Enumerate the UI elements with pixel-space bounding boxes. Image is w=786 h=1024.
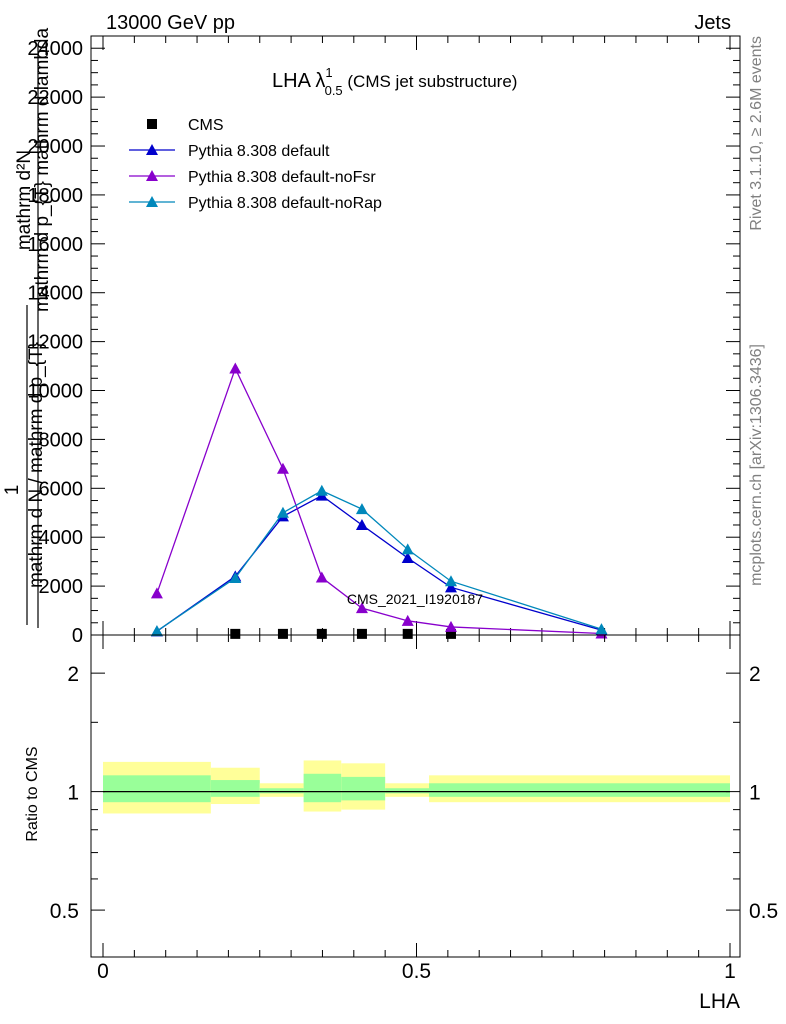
data-point <box>401 614 414 626</box>
legend-norap-marker <box>146 196 158 207</box>
main-ytick-label: 2000 <box>39 576 84 598</box>
data-point <box>595 623 608 635</box>
main-ytick-label: 4000 <box>39 527 84 549</box>
uncertainty-band-inner <box>103 775 211 803</box>
ratio-ytick-label-right: 0.5 <box>749 900 778 923</box>
series-line <box>156 490 602 632</box>
data-point <box>444 620 457 632</box>
data-point <box>150 587 163 599</box>
mcplots-label: mcplots.cern.ch [arXiv:1306.3436] <box>748 344 765 586</box>
data-point <box>150 625 163 637</box>
legend-nofsr-marker <box>146 170 158 181</box>
legend-cms-marker <box>147 119 157 129</box>
uncertainty-band-inner <box>303 773 342 803</box>
data-point <box>402 628 413 639</box>
legend-nofsr-label: Pythia 8.308 default-noFsr <box>188 169 376 186</box>
data-point <box>316 628 327 639</box>
legend-default-marker <box>146 144 158 155</box>
data-point <box>230 628 241 639</box>
ratio-ytick-label: 2 <box>67 663 79 686</box>
data-point <box>445 628 456 639</box>
x-axis-label: LHA <box>699 990 740 1013</box>
uncertainty-band-inner <box>429 783 730 797</box>
main-ytick-label: 16000 <box>27 234 83 256</box>
main-ytick-label: 12000 <box>27 332 83 354</box>
xtick-label: 0 <box>97 960 109 983</box>
data-point <box>356 628 367 639</box>
series-3 <box>150 484 608 637</box>
legend-norap-label: Pythia 8.308 default-noRap <box>188 195 382 212</box>
legend-cms-label: CMS <box>188 117 224 134</box>
plot-title-sup: 1 <box>325 65 332 80</box>
ylabel-fraction-numerator: mathrm d²N <box>14 150 35 250</box>
series-1 <box>150 489 608 637</box>
data-point <box>401 551 414 563</box>
xtick-label: 0.5 <box>402 960 431 983</box>
ratio-ytick-label-right: 2 <box>749 663 761 686</box>
data-point <box>401 543 414 555</box>
main-ytick-label: 0 <box>72 625 83 647</box>
plot-title-main: LHA λ <box>272 70 325 92</box>
legend-default-label: Pythia 8.308 default <box>188 143 330 160</box>
ratio-plot-frame <box>90 634 741 958</box>
rivet-label: Rivet 3.1.10, ≥ 2.6M events <box>748 36 765 231</box>
data-point <box>355 503 368 515</box>
data-point <box>315 571 328 583</box>
ratio-y-axis-label: Ratio to CMS <box>24 746 41 841</box>
uncertainty-band-inner <box>341 776 386 801</box>
xtick-label: 1 <box>724 960 736 983</box>
watermark: CMS_2021_I1920187 <box>347 591 483 607</box>
legend: CMS Pythia 8.308 default Pythia 8.308 de… <box>129 117 382 212</box>
main-ytick-label: 8000 <box>39 429 84 451</box>
main-ytick-label: 6000 <box>39 478 84 500</box>
data-point <box>276 506 289 518</box>
plot-title-suffix: (CMS jet substructure) <box>343 72 518 91</box>
data-point <box>444 575 457 587</box>
ylabel-one: 1 <box>2 485 23 496</box>
main-ytick-label: 14000 <box>27 283 83 305</box>
ratio-plot-panel: 0.5 0.5 1 1 2 2 0 0.5 1 Ratio to CMS <box>24 634 778 983</box>
main-ytick-label: 22000 <box>27 87 83 109</box>
data-point <box>355 518 368 530</box>
data-point <box>229 362 242 374</box>
uncertainty-band-inner <box>210 780 260 797</box>
data-point <box>315 484 328 496</box>
series-0 <box>230 628 456 639</box>
ratio-ytick-label: 0.5 <box>50 900 79 923</box>
data-point <box>276 462 289 474</box>
ratio-ytick-label-right: 1 <box>749 782 761 805</box>
ylabel-inner-numerator: mathrm d p_{T} mathrm d lambda <box>32 28 53 312</box>
ylabel-fraction-denominator: mathrm d N / mathrm d p_{T} <box>26 342 47 588</box>
ratio-ytick-label: 1 <box>67 782 79 805</box>
series-line <box>156 366 602 635</box>
main-ytick-label: 24000 <box>27 38 83 60</box>
plot-title-sub: 0.5 <box>325 83 343 98</box>
data-point <box>355 602 368 614</box>
upper-y-axis-label: mathrm d²N mathrm d p_{T} mathrm d lambd… <box>2 28 53 628</box>
uncertainty-band-inner <box>259 788 304 794</box>
data-point <box>277 628 288 639</box>
main-ytick-label: 18000 <box>27 185 83 207</box>
main-ytick-label: 20000 <box>27 136 83 158</box>
process-label: Jets <box>694 12 731 34</box>
plot-title: LHA λ1 0.5 (CMS jet substructure) <box>272 65 517 98</box>
series-line <box>156 494 602 632</box>
main-plot-panel: 0 2000 4000 6000 8000 10000 12000 14000 16000 180… <box>2 28 741 647</box>
data-point <box>229 572 242 584</box>
energy-label: 13000 GeV pp <box>106 12 235 34</box>
data-point <box>444 581 457 593</box>
main-ytick-label: 10000 <box>27 381 83 403</box>
uncertainty-band-inner <box>385 788 430 794</box>
